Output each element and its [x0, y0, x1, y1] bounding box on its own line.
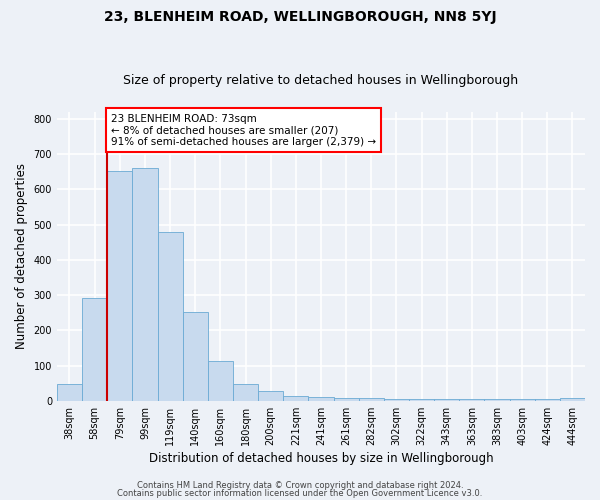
Y-axis label: Number of detached properties: Number of detached properties: [15, 164, 28, 350]
Bar: [560, 398, 585, 401]
Text: Contains HM Land Registry data © Crown copyright and database right 2024.: Contains HM Land Registry data © Crown c…: [137, 481, 463, 490]
Bar: [258, 392, 283, 401]
Bar: [334, 398, 359, 401]
Bar: [384, 399, 409, 401]
Bar: [133, 168, 158, 401]
Bar: [409, 399, 434, 401]
Bar: [434, 400, 459, 401]
Bar: [82, 298, 107, 401]
Bar: [509, 400, 535, 401]
Bar: [158, 232, 182, 401]
Bar: [459, 400, 484, 401]
Text: 23 BLENHEIM ROAD: 73sqm
← 8% of detached houses are smaller (207)
91% of semi-de: 23 BLENHEIM ROAD: 73sqm ← 8% of detached…: [111, 114, 376, 146]
Bar: [107, 172, 133, 401]
Bar: [308, 396, 334, 401]
Bar: [484, 400, 509, 401]
Bar: [233, 384, 258, 401]
Bar: [208, 360, 233, 401]
Bar: [57, 384, 82, 401]
Bar: [182, 312, 208, 401]
X-axis label: Distribution of detached houses by size in Wellingborough: Distribution of detached houses by size …: [149, 452, 493, 465]
Bar: [283, 396, 308, 401]
Bar: [359, 398, 384, 401]
Title: Size of property relative to detached houses in Wellingborough: Size of property relative to detached ho…: [124, 74, 518, 87]
Text: 23, BLENHEIM ROAD, WELLINGBOROUGH, NN8 5YJ: 23, BLENHEIM ROAD, WELLINGBOROUGH, NN8 5…: [104, 10, 496, 24]
Bar: [535, 400, 560, 401]
Text: Contains public sector information licensed under the Open Government Licence v3: Contains public sector information licen…: [118, 488, 482, 498]
